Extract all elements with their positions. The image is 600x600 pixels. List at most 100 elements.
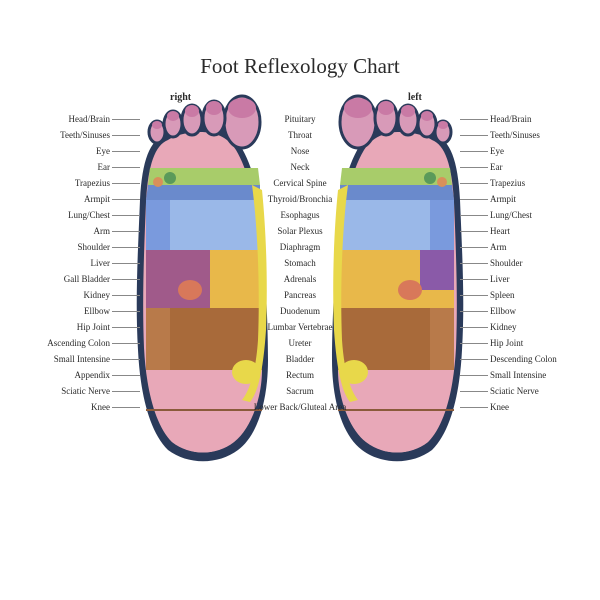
left-label: Appendix <box>75 371 111 380</box>
leader-line <box>460 311 488 312</box>
left-label: Lung/Chest <box>68 211 110 220</box>
left-label: Gall Bladder <box>64 275 110 284</box>
center-label: Nose <box>245 147 355 156</box>
right-label: Knee <box>490 403 509 412</box>
center-label: Ureter <box>245 339 355 348</box>
leader-line <box>112 295 140 296</box>
left-label: Knee <box>91 403 110 412</box>
center-label: Neck <box>245 163 355 172</box>
left-label: Small Intensine <box>54 355 110 364</box>
leader-line <box>460 215 488 216</box>
leader-line <box>112 215 140 216</box>
right-label: Ear <box>490 163 503 172</box>
right-label: Eye <box>490 147 504 156</box>
leader-line <box>112 311 140 312</box>
right-label: Head/Brain <box>490 115 531 124</box>
right-label: Teeth/Sinuses <box>490 131 540 140</box>
leader-line <box>112 151 140 152</box>
left-spleen-zone <box>420 250 454 290</box>
leader-line <box>460 151 488 152</box>
leader-line <box>112 279 140 280</box>
right-label: Small Intensine <box>490 371 546 380</box>
leader-line <box>112 183 140 184</box>
leader-line <box>112 263 140 264</box>
right-label: Liver <box>490 275 510 284</box>
left-label: Arm <box>94 227 111 236</box>
center-label: Esophagus <box>245 211 355 220</box>
right-label: Shoulder <box>490 259 523 268</box>
leader-line <box>112 167 140 168</box>
left-label: Ascending Colon <box>47 339 110 348</box>
chart-title: Foot Reflexology Chart <box>0 54 600 79</box>
center-label: Pituitary <box>245 115 355 124</box>
leader-line <box>112 343 140 344</box>
right-kidney-zone <box>178 280 202 300</box>
center-label: Pancreas <box>245 291 355 300</box>
leader-line <box>460 359 488 360</box>
left-label: Hip Joint <box>77 323 110 332</box>
center-label: Cervical Spine <box>245 179 355 188</box>
leader-line <box>460 327 488 328</box>
leader-line <box>460 119 488 120</box>
right-label: Spleen <box>490 291 515 300</box>
leader-line <box>112 199 140 200</box>
center-label: Throat <box>245 131 355 140</box>
left-label: Armpit <box>84 195 110 204</box>
center-label: Rectum <box>245 371 355 380</box>
right-label: Kidney <box>490 323 517 332</box>
leader-line <box>112 407 140 408</box>
leader-line <box>460 263 488 264</box>
center-label: Lower Back/Gluteal Area <box>245 403 355 412</box>
center-label: Stomach <box>245 259 355 268</box>
center-label: Thyroid/Bronchia <box>245 195 355 204</box>
left-label: Teeth/Sinuses <box>60 131 110 140</box>
leader-line <box>112 119 140 120</box>
left-label: Ear <box>98 163 111 172</box>
right-label: Armpit <box>490 195 516 204</box>
leader-line <box>112 135 140 136</box>
center-label: Diaphragm <box>245 243 355 252</box>
leader-line <box>460 231 488 232</box>
center-label: Sacrum <box>245 387 355 396</box>
leader-line <box>460 391 488 392</box>
right-label: Descending Colon <box>490 355 557 364</box>
leader-line <box>112 231 140 232</box>
leader-line <box>112 247 140 248</box>
left-label: Kidney <box>84 291 111 300</box>
right-label: Ellbow <box>490 307 516 316</box>
right-eye-zone <box>164 172 176 184</box>
leader-line <box>460 167 488 168</box>
right-label: Heart <box>490 227 510 236</box>
right-label: Arm <box>490 243 507 252</box>
left-label: Eye <box>96 147 110 156</box>
center-label: Solar Plexus <box>245 227 355 236</box>
center-label: Lumbar Vertebrae <box>245 323 355 332</box>
leader-line <box>460 375 488 376</box>
leader-line <box>112 391 140 392</box>
left-label: Head/Brain <box>69 115 110 124</box>
left-label: Shoulder <box>78 243 111 252</box>
right-ear-zone <box>153 177 163 187</box>
right-label: Sciatic Nerve <box>490 387 539 396</box>
left-label: Sciatic Nerve <box>61 387 110 396</box>
leader-line <box>460 279 488 280</box>
leader-line <box>460 199 488 200</box>
leader-line <box>460 135 488 136</box>
center-label: Duodenum <box>245 307 355 316</box>
leader-line <box>460 407 488 408</box>
left-label: Liver <box>91 259 111 268</box>
center-label: Bladder <box>245 355 355 364</box>
right-colon-zone <box>146 308 170 370</box>
center-label: Adrenals <box>245 275 355 284</box>
right-liver-zone <box>146 250 210 308</box>
leader-line <box>460 183 488 184</box>
left-label: Trapezius <box>75 179 110 188</box>
right-label: Lung/Chest <box>490 211 532 220</box>
right-neck-zone <box>146 185 260 200</box>
leader-line <box>112 375 140 376</box>
right-label: Hip Joint <box>490 339 523 348</box>
leader-line <box>460 343 488 344</box>
right-label: Trapezius <box>490 179 525 188</box>
leader-line <box>112 327 140 328</box>
leader-line <box>460 247 488 248</box>
